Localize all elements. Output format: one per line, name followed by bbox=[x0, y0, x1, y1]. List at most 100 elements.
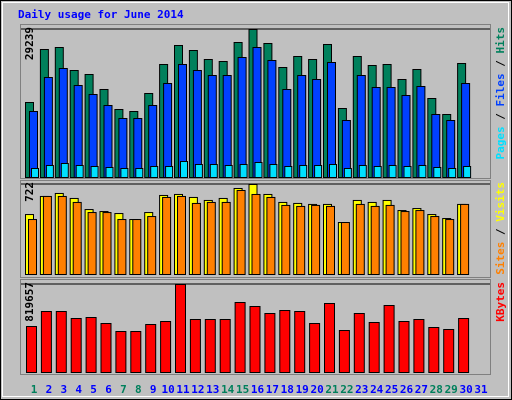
x-tick-label: 19 bbox=[296, 383, 309, 396]
bar bbox=[222, 75, 232, 178]
bar bbox=[42, 195, 52, 276]
bar bbox=[413, 319, 425, 374]
bar bbox=[150, 166, 159, 178]
bar bbox=[40, 310, 52, 373]
bar bbox=[327, 62, 336, 178]
x-tick-label: 17 bbox=[266, 383, 279, 396]
bar bbox=[224, 164, 233, 178]
y-tick-label: 819657 bbox=[23, 282, 36, 322]
bar bbox=[207, 75, 217, 178]
bar bbox=[177, 195, 186, 276]
bar bbox=[206, 201, 216, 275]
bar bbox=[314, 164, 323, 178]
legend: Pages / Files / Hits bbox=[494, 27, 507, 160]
bar bbox=[383, 305, 395, 373]
bar bbox=[105, 166, 114, 178]
x-tick-label: 8 bbox=[135, 383, 142, 396]
legend-separator: / bbox=[494, 107, 507, 127]
bar bbox=[463, 166, 472, 178]
bar bbox=[102, 212, 112, 275]
bar bbox=[355, 203, 365, 275]
x-tick-label: 7 bbox=[120, 383, 127, 396]
bar bbox=[279, 310, 291, 374]
bar bbox=[31, 168, 39, 179]
bar bbox=[297, 75, 307, 178]
x-tick-label: 10 bbox=[161, 383, 174, 396]
bar bbox=[443, 329, 455, 373]
bar bbox=[430, 216, 440, 275]
bar bbox=[90, 166, 99, 178]
bar bbox=[237, 57, 247, 178]
bar bbox=[356, 75, 366, 178]
bar bbox=[460, 203, 470, 275]
bar bbox=[120, 168, 129, 179]
x-tick-label: 20 bbox=[310, 383, 323, 396]
x-tick-label: 28 bbox=[430, 383, 443, 396]
x-tick-label: 6 bbox=[105, 383, 112, 396]
x-tick-label: 26 bbox=[400, 383, 414, 396]
bar bbox=[165, 166, 174, 178]
x-tick-label: 15 bbox=[236, 383, 249, 396]
bar bbox=[43, 77, 53, 178]
bar bbox=[87, 212, 97, 275]
x-tick-label: 22 bbox=[340, 383, 353, 396]
x-tick-label: 3 bbox=[60, 383, 67, 396]
bar bbox=[192, 70, 202, 178]
bar bbox=[296, 205, 306, 275]
bar bbox=[445, 219, 455, 275]
bar bbox=[221, 201, 231, 275]
bar bbox=[147, 216, 157, 275]
bar bbox=[266, 196, 276, 275]
bar bbox=[371, 87, 381, 178]
bar bbox=[312, 78, 322, 178]
bar bbox=[254, 162, 263, 179]
bar bbox=[163, 82, 173, 178]
bar bbox=[343, 168, 352, 179]
bar bbox=[73, 84, 83, 178]
bar bbox=[353, 313, 365, 373]
x-tick-label: 27 bbox=[415, 383, 428, 396]
legend-separator: / bbox=[494, 222, 507, 242]
legend: KBytes bbox=[494, 282, 507, 322]
x-tick-label: 4 bbox=[75, 383, 82, 396]
bar bbox=[403, 166, 412, 178]
bar bbox=[72, 201, 82, 275]
legend-entry: Hits bbox=[494, 27, 507, 54]
bar bbox=[130, 331, 142, 373]
bar bbox=[132, 219, 142, 275]
x-tick-label: 1 bbox=[31, 383, 38, 396]
bar bbox=[370, 205, 380, 275]
bar bbox=[57, 195, 67, 276]
legend-entry: Visits bbox=[494, 182, 507, 222]
bar bbox=[416, 86, 426, 178]
bar bbox=[428, 327, 440, 373]
bar bbox=[194, 164, 203, 178]
x-tick-label: 9 bbox=[150, 383, 157, 396]
bar bbox=[58, 68, 68, 178]
bar bbox=[236, 189, 246, 275]
bar bbox=[433, 166, 442, 178]
bar bbox=[329, 164, 337, 178]
bar bbox=[88, 94, 98, 178]
x-tick-label: 2 bbox=[46, 383, 53, 396]
bar bbox=[299, 164, 308, 178]
bar bbox=[400, 211, 410, 276]
x-tick-label: 24 bbox=[370, 383, 384, 396]
x-tick-label: 13 bbox=[206, 383, 219, 396]
bar bbox=[103, 105, 113, 178]
bar bbox=[145, 323, 157, 374]
bar bbox=[204, 319, 216, 374]
x-tick-label: 16 bbox=[251, 383, 265, 396]
bar bbox=[338, 330, 350, 373]
bar bbox=[180, 160, 188, 178]
bar bbox=[282, 88, 292, 178]
bar bbox=[385, 204, 395, 276]
x-tick-label: 29 bbox=[445, 383, 458, 396]
y-tick-label: 722 bbox=[23, 182, 36, 202]
legend-entry: Files bbox=[494, 73, 507, 106]
chart-title: Daily usage for June 2014 bbox=[18, 8, 184, 21]
bar bbox=[249, 306, 261, 374]
y-tick-label: 29239 bbox=[23, 27, 36, 60]
bar bbox=[234, 302, 246, 373]
